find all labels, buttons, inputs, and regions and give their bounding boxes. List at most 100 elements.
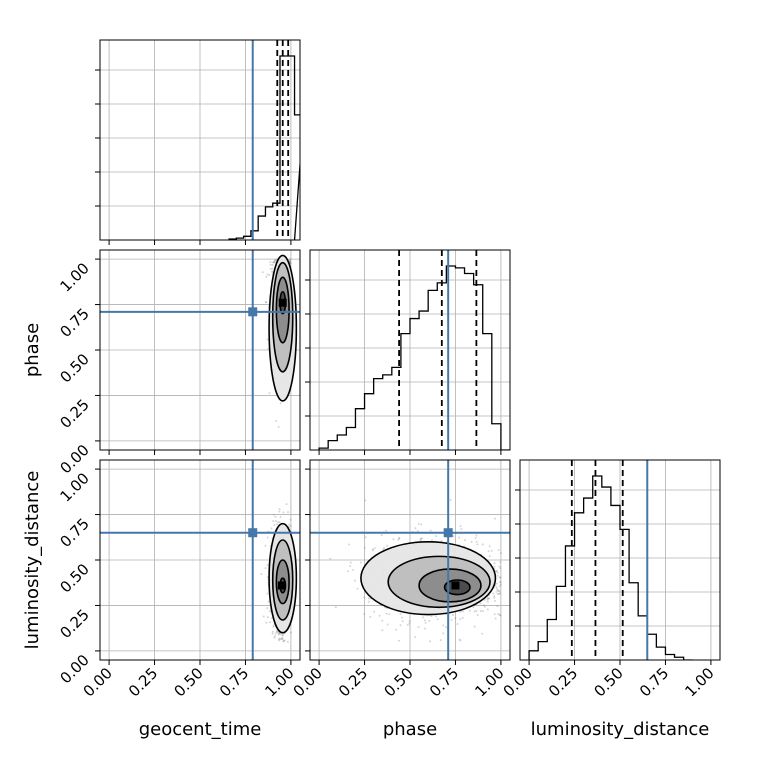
sample-point — [266, 536, 269, 539]
sample-point — [487, 550, 490, 553]
sample-point — [486, 600, 489, 603]
sample-point — [424, 621, 427, 624]
sample-point — [272, 625, 275, 628]
sample-point — [289, 262, 292, 265]
sample-point — [280, 637, 283, 640]
sample-point — [445, 626, 448, 629]
sample-point — [497, 589, 500, 592]
sample-point — [430, 615, 433, 618]
sample-point — [497, 548, 500, 551]
sample-point — [497, 613, 500, 616]
sample-point — [260, 573, 263, 576]
sample-point — [266, 563, 269, 566]
sample-point — [498, 565, 501, 568]
sample-point — [499, 552, 502, 555]
sample-point — [289, 259, 292, 262]
sample-point — [279, 515, 282, 518]
sample-point — [266, 592, 269, 595]
sample-point — [269, 621, 272, 624]
sample-point — [277, 639, 280, 642]
sample-point — [286, 640, 289, 643]
sample-point — [419, 538, 422, 541]
sample-point — [380, 533, 383, 536]
sample-point — [462, 610, 465, 613]
sample-point — [442, 624, 445, 627]
sample-point — [479, 602, 482, 605]
panel-phase-luminosity_distance — [310, 460, 510, 660]
sample-point — [273, 636, 276, 639]
sample-point — [468, 609, 471, 612]
sample-point — [288, 260, 291, 263]
sample-point — [386, 623, 389, 626]
x-axis-label-luminosity_distance: luminosity_distance — [531, 719, 710, 740]
sample-point — [428, 619, 431, 622]
sample-point — [399, 612, 402, 615]
sample-point — [429, 529, 432, 532]
sample-point — [277, 633, 280, 636]
sample-point — [481, 543, 484, 546]
sample-point — [496, 605, 499, 608]
sample-point — [493, 595, 496, 598]
sample-point — [278, 632, 281, 635]
sample-point — [274, 520, 277, 523]
sample-point — [270, 617, 273, 620]
sample-point — [272, 261, 275, 264]
sample-point — [414, 636, 417, 639]
sample-point — [273, 524, 276, 527]
sample-point — [262, 615, 265, 618]
sample-point — [274, 259, 277, 262]
sample-point — [268, 392, 271, 395]
sample-point — [458, 536, 461, 539]
data-layer — [100, 40, 693, 660]
sample-point — [381, 629, 384, 632]
contour-line-0 — [268, 522, 298, 634]
sample-point — [472, 606, 475, 609]
sample-point — [279, 402, 282, 405]
sample-point — [364, 536, 367, 539]
sample-point — [475, 609, 478, 612]
sample-point — [267, 600, 270, 603]
sample-point — [288, 523, 291, 526]
sample-point — [265, 275, 268, 278]
sample-point — [367, 600, 370, 603]
sample-point — [423, 619, 426, 622]
y-tick-label-phase-1: 0.25 — [56, 396, 92, 432]
sample-point — [334, 606, 337, 609]
sample-point — [493, 613, 496, 616]
sample-point — [264, 301, 267, 304]
sample-point — [367, 597, 370, 600]
sample-point — [289, 518, 292, 521]
sample-point — [416, 530, 419, 533]
sample-point — [268, 609, 271, 612]
sample-point — [486, 608, 489, 611]
y-tick-label-phase-0: 0.00 — [56, 441, 92, 477]
sample-point — [476, 543, 479, 546]
sample-point — [451, 613, 454, 616]
y-axis-label-luminosity_distance: luminosity_distance — [22, 471, 43, 650]
panel-geocent_time — [228, 40, 300, 240]
sample-point — [373, 547, 376, 550]
sample-point — [408, 620, 411, 623]
x-tick-label-luminosity_distance-0: 0.00 — [500, 664, 536, 700]
sample-point — [459, 617, 462, 620]
sample-point — [499, 576, 502, 579]
sample-point — [272, 513, 275, 516]
contour-line-2 — [418, 568, 482, 603]
sample-point — [397, 538, 400, 541]
sample-point — [363, 612, 366, 615]
sample-point — [499, 583, 502, 586]
y-tick-label-luminosity_distance-3: 0.75 — [56, 515, 92, 551]
sample-point — [421, 537, 424, 540]
sample-point — [271, 270, 274, 273]
sample-point — [364, 499, 367, 502]
sample-point — [498, 590, 501, 593]
x-tick-label-luminosity_distance-4: 1.00 — [681, 664, 717, 700]
sample-point — [349, 565, 352, 568]
sample-point — [486, 598, 489, 601]
sample-point — [277, 425, 280, 428]
sample-point — [363, 596, 366, 599]
sample-point — [406, 623, 409, 626]
sample-point — [474, 536, 477, 539]
sample-point — [271, 630, 274, 633]
sample-point — [359, 561, 362, 564]
